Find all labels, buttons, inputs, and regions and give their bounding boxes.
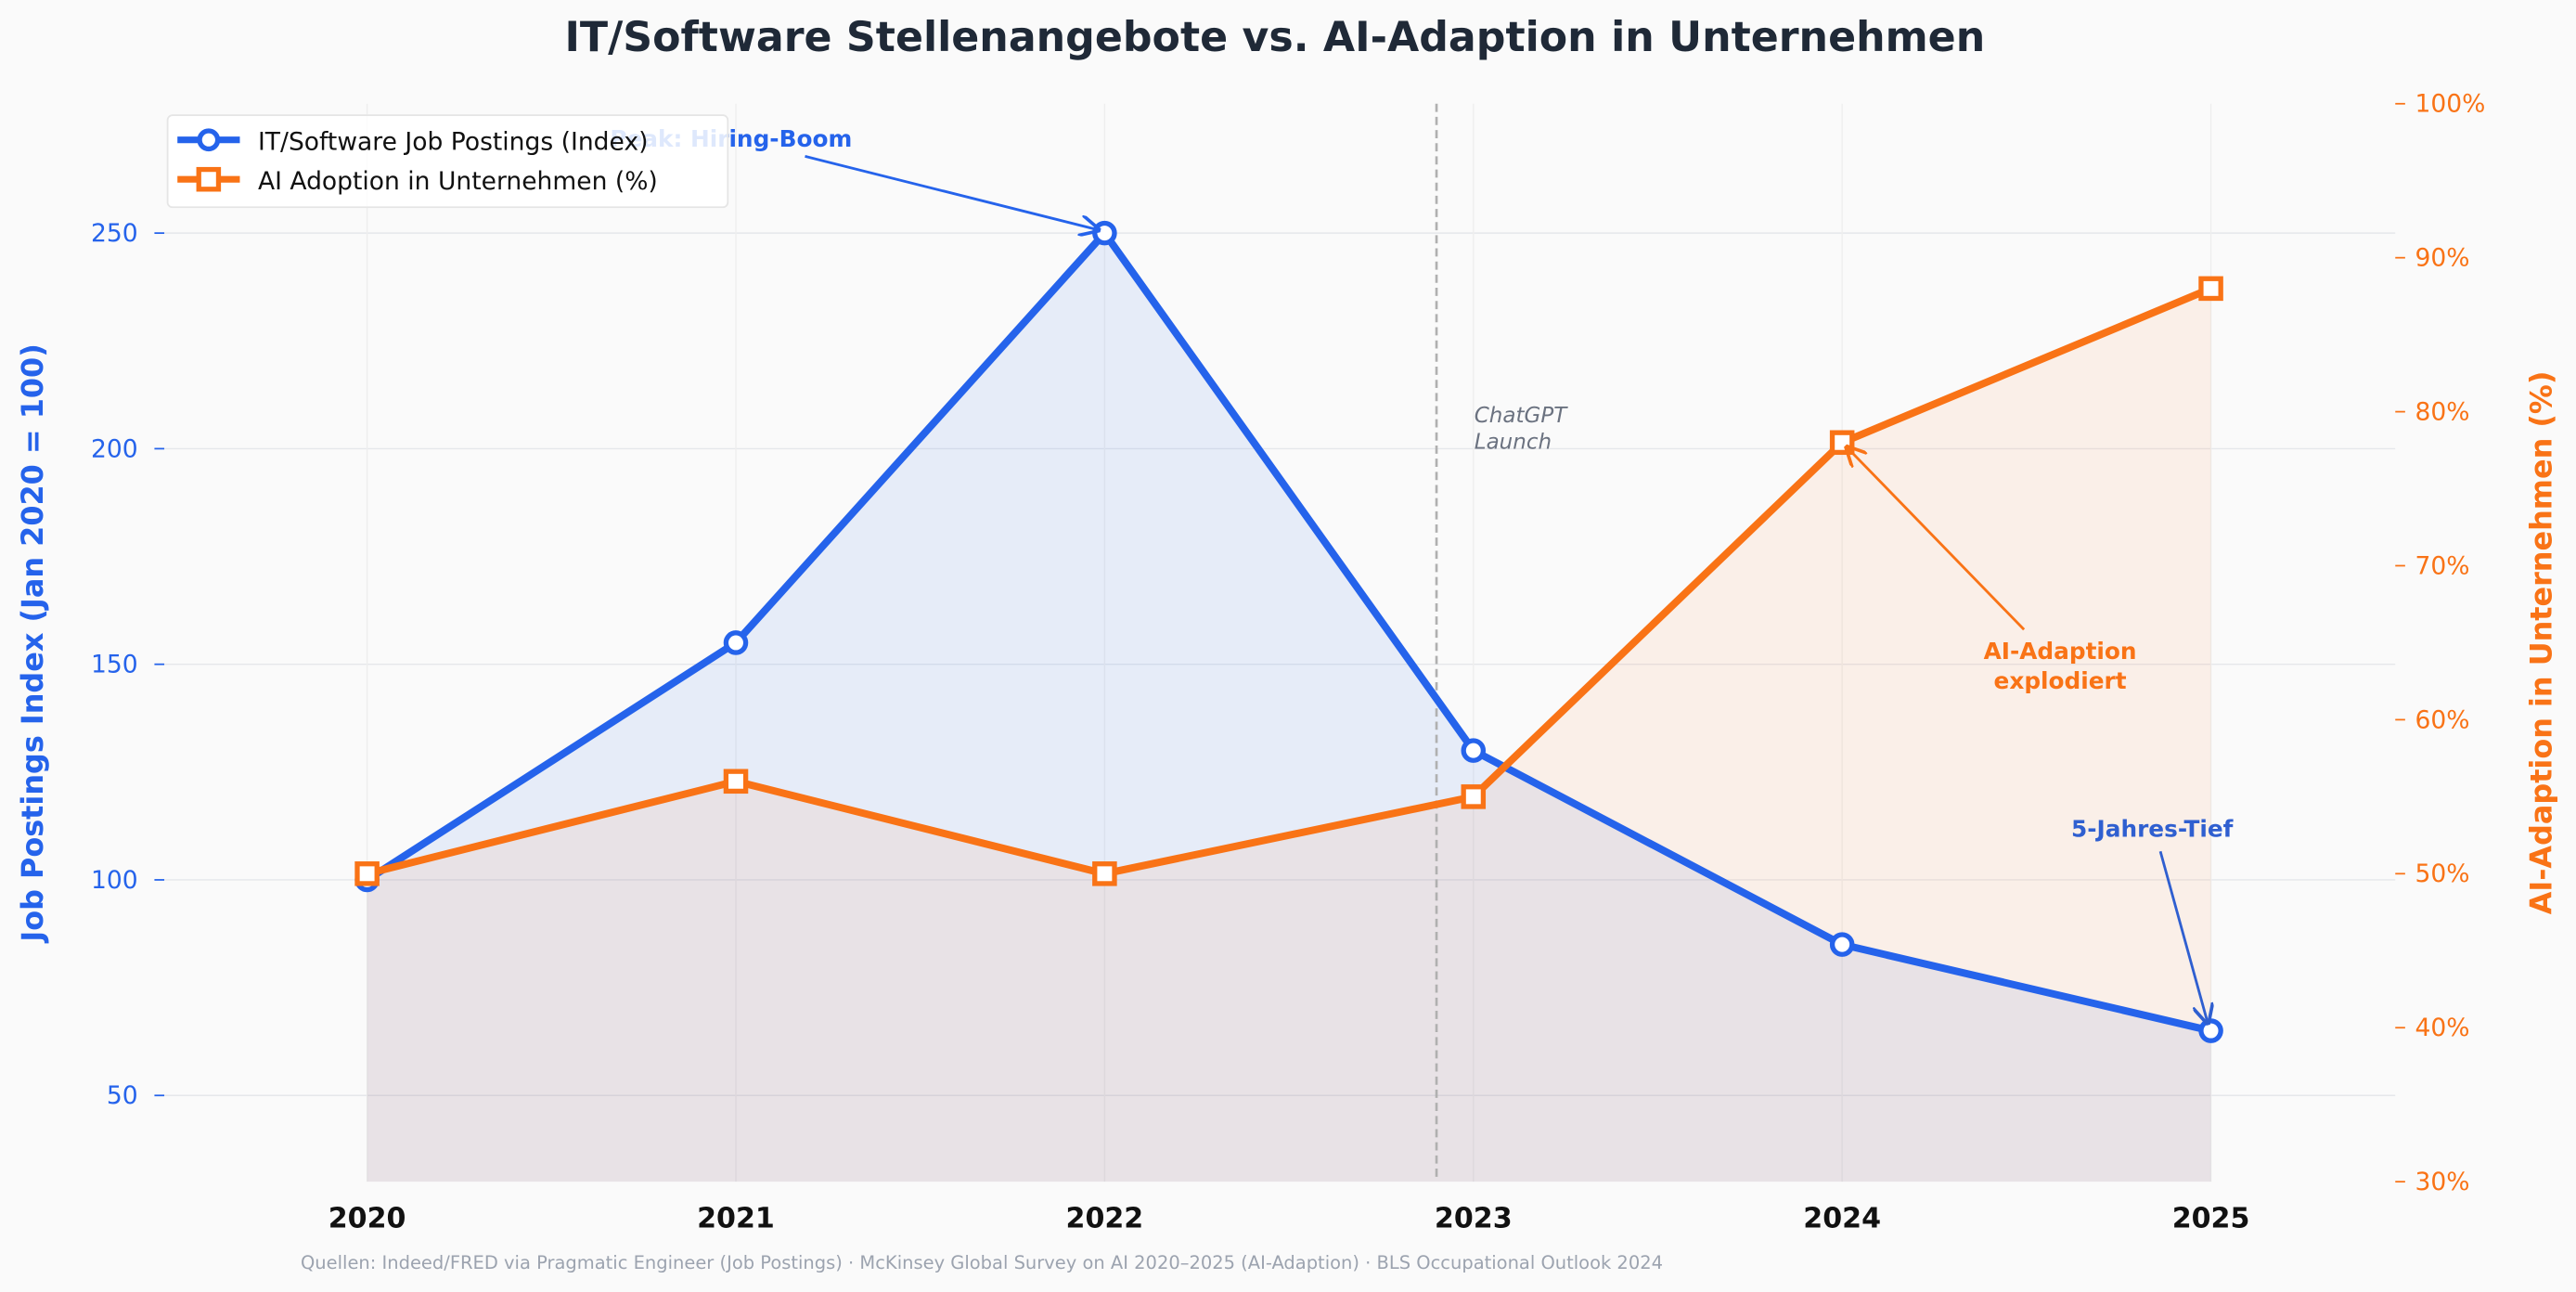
x-tick-label: 2022 <box>1066 1203 1144 1235</box>
point-job-postings <box>723 630 749 655</box>
y-right-tick-label: 40% <box>2415 1014 2470 1042</box>
x-tick-label: 2023 <box>1435 1203 1513 1235</box>
area-fill-job-postings <box>367 233 2211 1182</box>
point-ai-adoption <box>1461 784 1487 809</box>
area-fill-ai-adoption <box>367 288 2211 1182</box>
line-ai-adoption <box>366 285 2213 878</box>
point-ai-adoption <box>1092 861 1117 886</box>
y-right-tick-label: 60% <box>2415 705 2470 734</box>
y-right-label: AI-Adaption in Unternehmen (%) <box>2523 371 2558 915</box>
x-tick-label: 2020 <box>328 1203 406 1235</box>
y-right-tick-label: 50% <box>2415 859 2470 888</box>
legend-label-ai-adoption: AI Adoption in Unternehmen (%) <box>258 167 658 196</box>
y-left-label: Job Postings Index (Jan 2020 = 100) <box>15 343 50 943</box>
ai-arrow <box>1847 447 2026 631</box>
y-right-tick-label: 90% <box>2415 244 2470 273</box>
point-ai-adoption <box>354 861 380 886</box>
legend-label-job-postings: IT/Software Job Postings (Index) <box>258 127 648 156</box>
chatgpt-label-line2: Launch <box>1475 431 1552 455</box>
point-job-postings <box>1092 220 1117 246</box>
low-arrow <box>2158 850 2208 1022</box>
y-left-tick-label: 250 <box>91 219 138 248</box>
source-note: Quellen: Indeed/FRED via Pragmatic Engin… <box>301 1252 1663 1273</box>
x-tick-label: 2021 <box>697 1203 775 1235</box>
peak-arrow <box>805 155 1099 229</box>
legend-square-marker-icon <box>196 166 222 192</box>
point-job-postings <box>2198 1018 2223 1043</box>
point-job-postings <box>1461 738 1487 763</box>
ai-annotation-line1: AI-Adaption <box>1984 638 2137 665</box>
y-right-tick-label: 30% <box>2415 1168 2470 1196</box>
y-right-tick-label: 80% <box>2415 397 2470 426</box>
low-annotation: 5-Jahres-Tief <box>2071 815 2234 842</box>
y-right-tick-label: 100% <box>2415 90 2486 119</box>
legend-circle-marker-icon <box>197 128 221 152</box>
ai-annotation-line2: explodiert <box>1994 667 2127 694</box>
point-job-postings <box>1829 932 1855 957</box>
y-left-tick-label: 50 <box>107 1081 138 1110</box>
y-left-tick-label: 100 <box>91 866 138 895</box>
x-tick-label: 2024 <box>1803 1203 1881 1235</box>
line-job-postings <box>365 229 2212 1035</box>
chatgpt-label-line1: ChatGPT <box>1475 404 1568 428</box>
y-left-tick-label: 200 <box>91 434 138 463</box>
legend: IT/Software Job Postings (Index) AI Adop… <box>166 114 729 209</box>
point-ai-adoption <box>2198 276 2223 302</box>
y-left-tick-label: 150 <box>91 651 138 679</box>
y-right-tick-label: 70% <box>2415 551 2470 580</box>
chart-title: IT/Software Stellenangebote vs. AI-Adapt… <box>564 14 1985 61</box>
x-tick-label: 2025 <box>2172 1203 2250 1235</box>
point-ai-adoption <box>723 769 749 795</box>
